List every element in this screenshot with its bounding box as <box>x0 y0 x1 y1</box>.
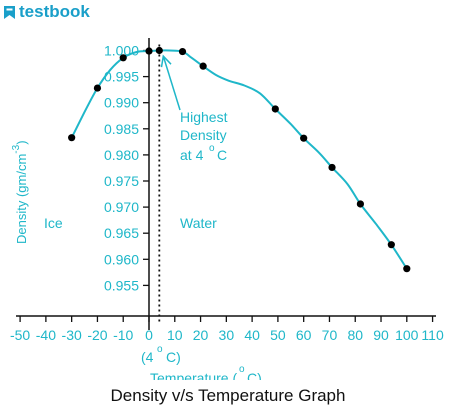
data-point <box>178 47 187 56</box>
x-tick-label: -30 <box>62 327 82 343</box>
x-tick-label: -40 <box>36 327 56 343</box>
x-tick-label: 110 <box>421 327 444 343</box>
y-tick-label: 0.965 <box>104 225 139 241</box>
y-tick-label: 0.975 <box>104 173 139 189</box>
data-point <box>68 134 76 142</box>
annotation-arrow <box>162 55 181 111</box>
y-axis-label-main: Density (gm/cm-3) <box>11 140 29 244</box>
data-point <box>387 241 395 249</box>
x-tick-label: 90 <box>373 327 389 343</box>
y-tick-label: 0.990 <box>104 95 139 111</box>
x-tick-label: 30 <box>219 327 235 343</box>
tick-group: -50 -40 -30 -20 -10 0 10 20 30 40 50 60 70 80 90 100 110… <box>10 43 444 344</box>
chart-axes <box>16 38 436 330</box>
x-tick-label: 70 <box>322 327 338 343</box>
annotation-degree: o <box>209 143 215 154</box>
y-tick-label: 0.960 <box>104 251 139 267</box>
region-label-water: Water <box>180 215 217 231</box>
annotation-arrow-head <box>160 54 172 68</box>
y-tick-label: 0.995 <box>104 69 139 85</box>
data-point <box>145 47 153 55</box>
annotation-line-3: at 4 <box>180 147 204 163</box>
region-label-ice: Ice <box>44 215 63 231</box>
x-tick-label: 50 <box>270 327 286 343</box>
y-axis-label: Density (gm/cm-3) <box>11 140 29 244</box>
x-tick-label: 10 <box>167 327 183 343</box>
x-tick-label: -10 <box>113 327 133 343</box>
y-tick-label: 0.980 <box>104 147 139 163</box>
x-tick-label: 100 <box>395 327 419 343</box>
x-tick-label: 20 <box>193 327 209 343</box>
chart-caption: Density v/s Temperature Graph <box>110 386 346 405</box>
data-point <box>199 62 207 70</box>
x-marker-suffix: C) <box>166 349 181 365</box>
testbook-logo-icon <box>4 5 15 19</box>
x-marker-prefix: (4 <box>141 349 154 365</box>
brand-name: testbook <box>19 2 90 21</box>
x-tick-label: -20 <box>87 327 107 343</box>
y-tick-label: 0.970 <box>104 199 139 215</box>
data-point <box>155 46 163 55</box>
data-point <box>93 84 102 92</box>
y-axis-label-sup: -3 <box>11 144 22 153</box>
data-point <box>403 265 411 273</box>
y-axis-label-close: ) <box>14 140 29 144</box>
x-axis-label-suffix: C) <box>247 370 262 380</box>
data-point <box>356 200 364 208</box>
x-tick-label: 80 <box>347 327 363 343</box>
data-point <box>271 105 279 113</box>
x-axis-label-prefix: Temperature ( <box>150 370 237 380</box>
x-tick-label: 60 <box>296 327 312 343</box>
data-point <box>119 54 127 62</box>
data-point <box>328 163 336 172</box>
x-tick-label: -50 <box>10 327 30 343</box>
x-axis-label-degree: o <box>239 364 245 375</box>
brand-logo: testbook <box>3 2 90 22</box>
data-point <box>300 134 308 142</box>
x-tick-label: 0 <box>145 327 153 343</box>
x-marker-degree: o <box>157 344 163 355</box>
y-axis-label-text: Density (gm/cm <box>14 154 29 244</box>
data-points <box>68 46 411 273</box>
annotation-line-2: Density <box>180 127 227 143</box>
annotation-line-1: Highest <box>180 109 228 125</box>
y-tick-label: 0.955 <box>104 277 139 293</box>
y-tick-label: 0.985 <box>104 121 139 137</box>
density-temperature-chart: -50 -40 -30 -20 -10 0 10 20 30 40 50 60 70 80 90 100 110… <box>10 38 444 380</box>
annotation-unit: C <box>217 147 227 163</box>
x-tick-label: 40 <box>244 327 260 343</box>
